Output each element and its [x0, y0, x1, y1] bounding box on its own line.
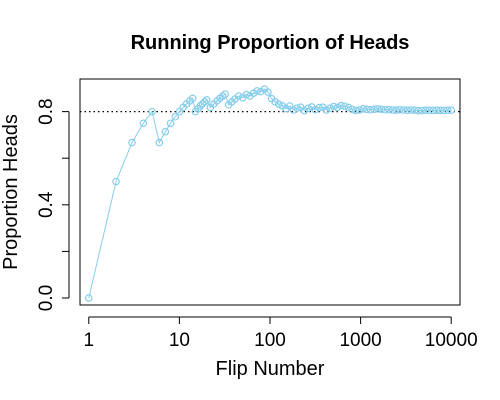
data-point [348, 105, 356, 114]
data-point [253, 87, 261, 95]
data-point [362, 105, 371, 114]
data-point [256, 87, 265, 96]
data-point [425, 106, 434, 115]
data-point [289, 106, 298, 114]
data-point [326, 104, 334, 112]
data-point [351, 106, 360, 115]
plot-frame [79, 78, 461, 306]
data-point [264, 88, 272, 96]
y-tick-label: 0.4 [36, 191, 57, 218]
data-point [418, 106, 426, 115]
x-tick-label: 1 [83, 330, 94, 351]
data-point [359, 105, 367, 113]
data-point [282, 104, 290, 113]
data-point [311, 105, 320, 114]
x-tick-label: 10000 [425, 330, 478, 351]
data-point [175, 107, 184, 116]
data-point [337, 101, 345, 110]
y-tick-label: 0.0 [36, 285, 57, 311]
data-point [407, 106, 415, 114]
data-point [221, 90, 229, 98]
x-axis-label: Flip Number [216, 358, 325, 380]
x-tick-label: 1000 [339, 330, 381, 351]
data-point [155, 138, 164, 147]
data-point [381, 105, 390, 114]
data-point [421, 106, 430, 115]
data-point [440, 106, 448, 115]
data-point [374, 105, 382, 113]
y-tick-label: 0.8 [36, 98, 57, 124]
data-point [161, 127, 170, 136]
data-point [388, 106, 397, 114]
data-point [322, 106, 331, 114]
data-point [414, 106, 423, 115]
y-axis: 0.0 0.4 0.8 [36, 98, 70, 311]
data-point [432, 106, 441, 115]
data-point [202, 96, 211, 104]
data-point [315, 103, 323, 112]
data-point [392, 106, 401, 115]
data-point [293, 104, 301, 112]
data-point [112, 177, 120, 186]
data-point [242, 90, 251, 99]
data-point [333, 103, 342, 112]
data-point [340, 102, 349, 111]
data-point [304, 104, 312, 113]
data-point [366, 105, 375, 114]
series-group [84, 85, 456, 302]
data-point [171, 112, 180, 121]
data-point [344, 103, 353, 112]
y-axis-label: Proportion Heads [0, 114, 22, 270]
data-point [396, 105, 404, 114]
data-point [436, 106, 445, 115]
x-tick-label: 10 [169, 330, 190, 351]
series-line [88, 88, 452, 299]
data-point [403, 106, 412, 115]
data-point [377, 105, 386, 114]
data-point [148, 107, 156, 116]
data-point [198, 100, 207, 108]
data-point [443, 106, 452, 115]
data-point [447, 106, 456, 115]
data-point [200, 98, 209, 106]
data-point [234, 92, 243, 100]
data-point [188, 94, 197, 103]
data-point [410, 106, 419, 115]
data-point [274, 100, 283, 108]
data-point [196, 102, 205, 110]
data-point [166, 119, 175, 128]
data-point [370, 105, 378, 114]
data-point [128, 138, 136, 147]
x-tick-label: 100 [254, 330, 286, 351]
data-point [429, 106, 437, 115]
data-point [139, 119, 148, 128]
data-point [329, 102, 338, 111]
data-point [385, 105, 393, 114]
data-point [84, 294, 93, 302]
data-point [399, 106, 408, 114]
chart-title: Running Proportion of Heads [131, 32, 410, 54]
data-point [355, 106, 364, 114]
x-axis: 1 10 100 1000 10000 [83, 316, 478, 351]
